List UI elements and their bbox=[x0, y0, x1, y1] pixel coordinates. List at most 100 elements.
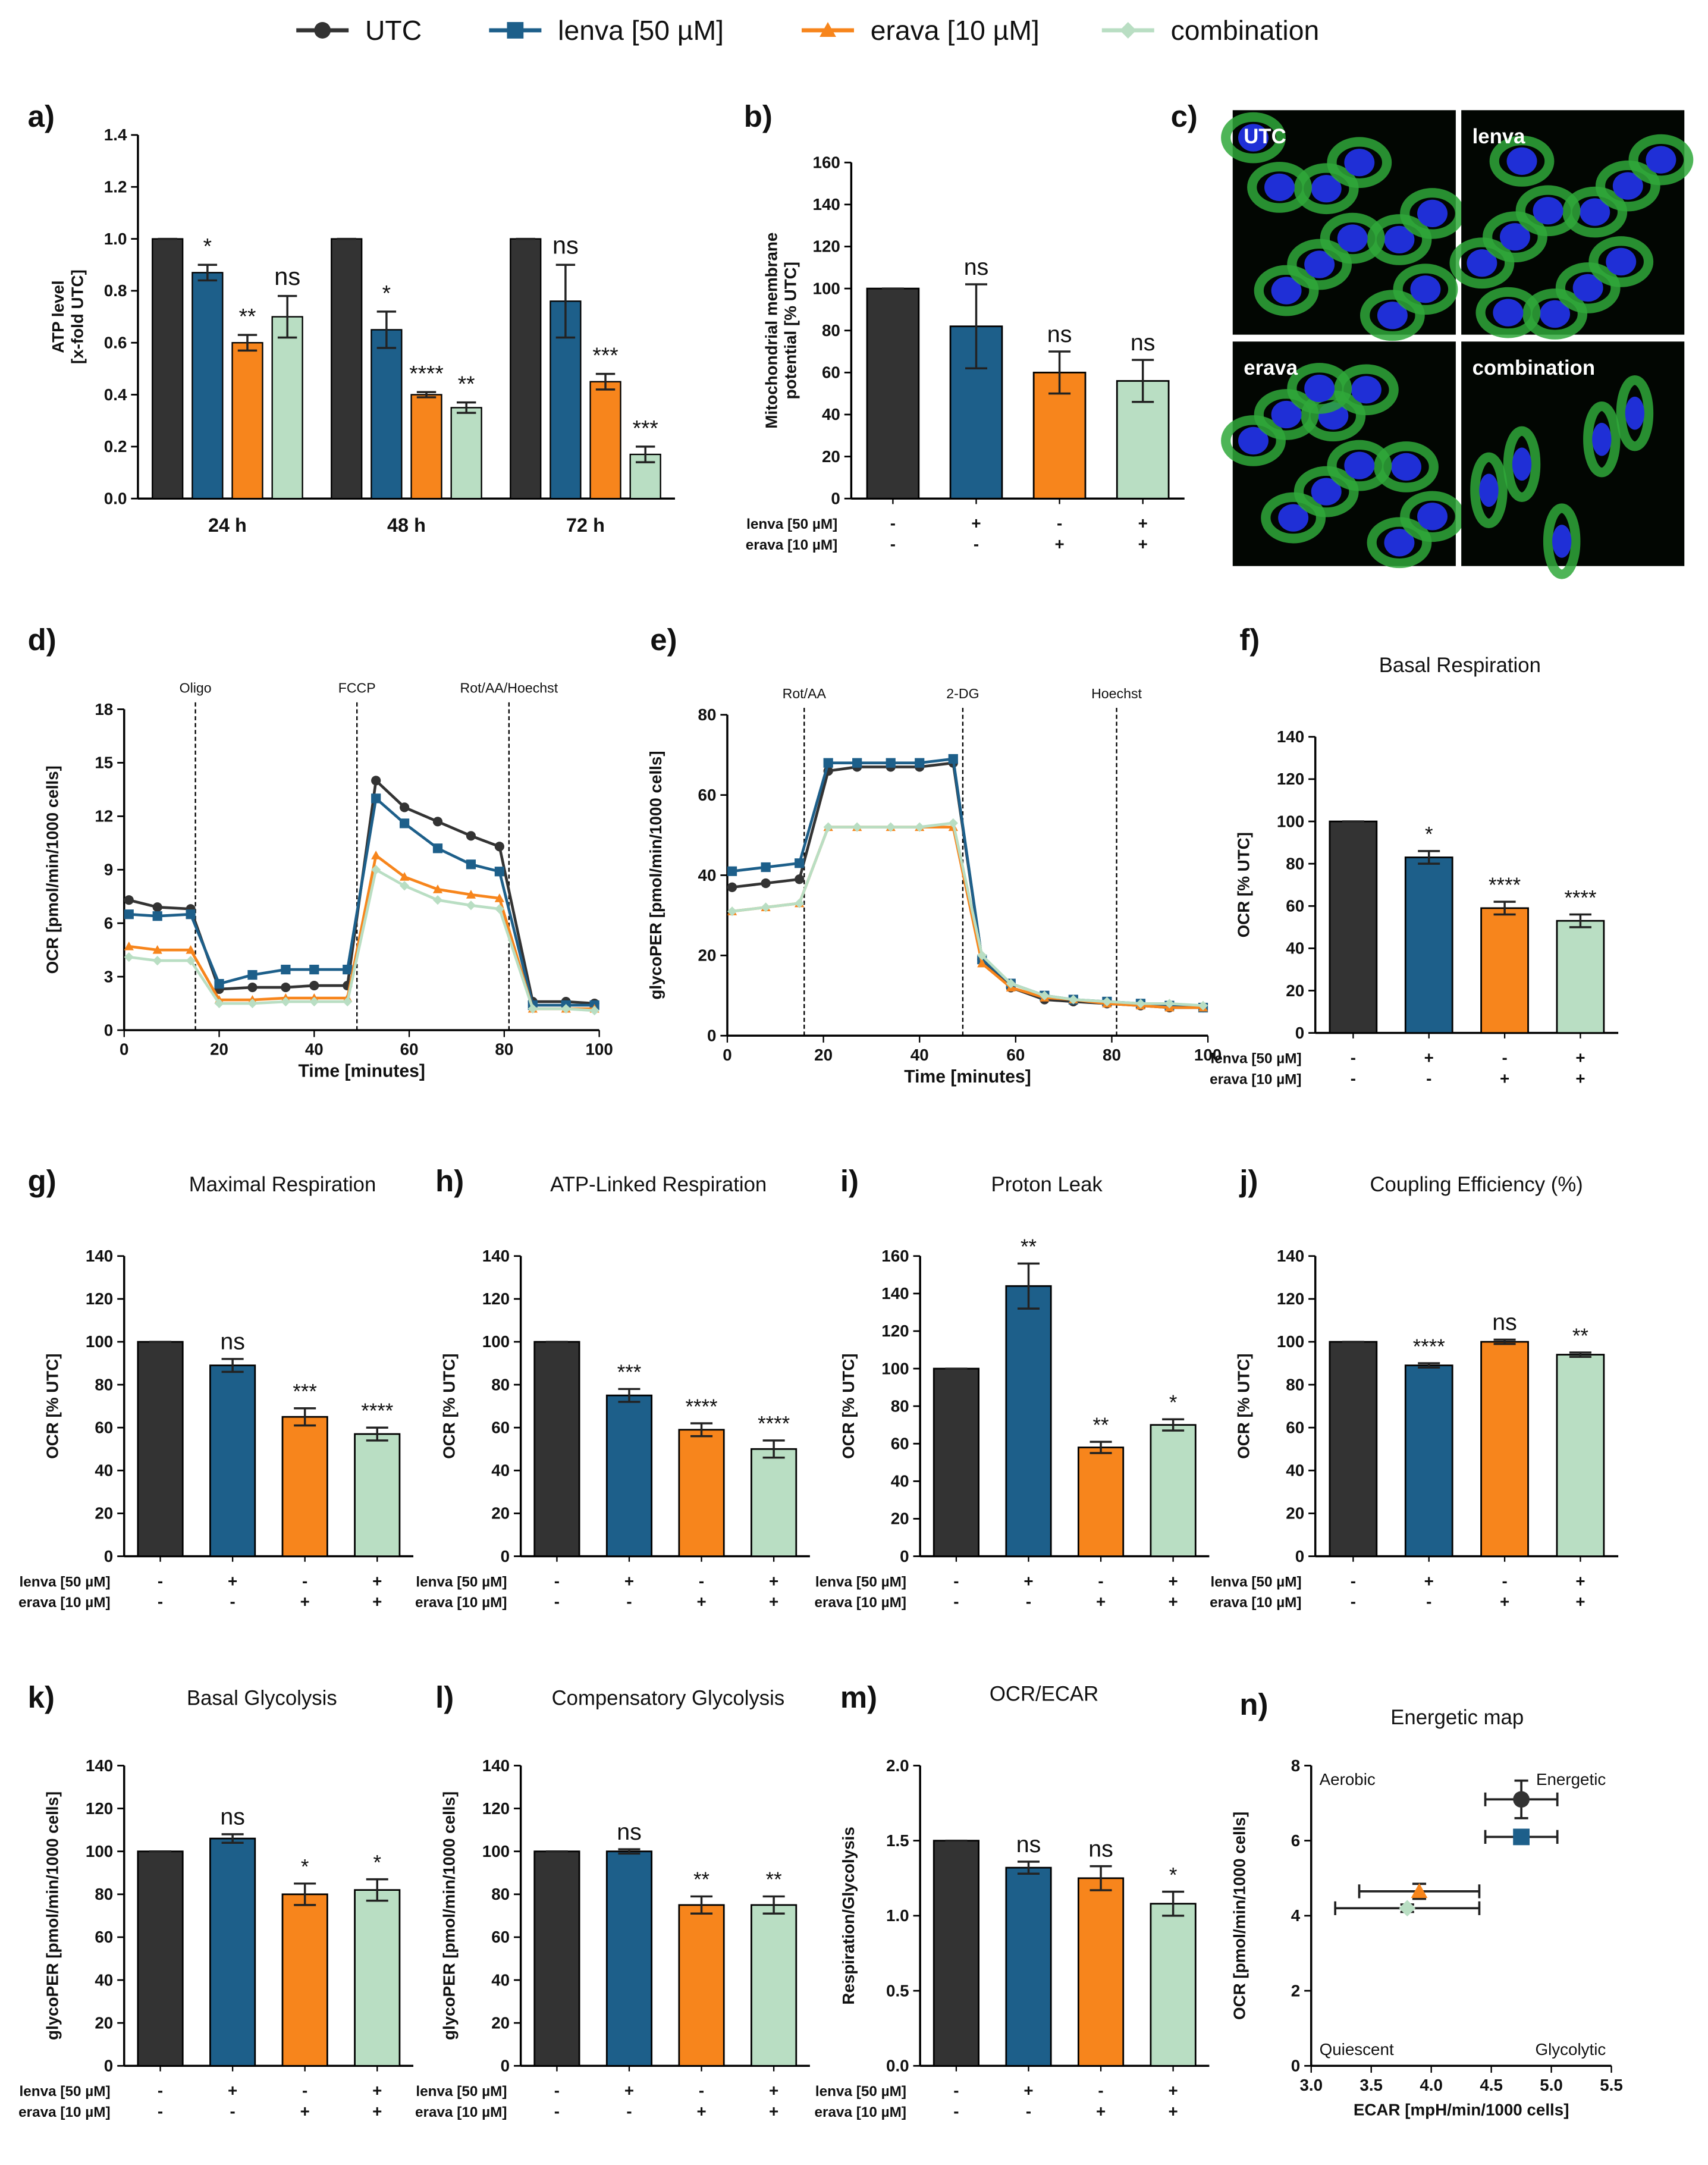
y-tick-label: 3 bbox=[104, 967, 113, 986]
marker bbox=[314, 22, 331, 39]
marker bbox=[1135, 999, 1146, 1009]
error-bar bbox=[294, 1407, 316, 1427]
treatment-label: lenva [50 µM] bbox=[815, 2084, 906, 2100]
bar bbox=[137, 1850, 184, 2067]
error-bar bbox=[690, 1422, 713, 1438]
bar bbox=[1329, 1341, 1378, 1557]
bar bbox=[533, 1850, 580, 2067]
bar bbox=[410, 394, 442, 500]
treatment-mark: - bbox=[1098, 2081, 1103, 2100]
y-tick-label: 140 bbox=[881, 1284, 909, 1303]
cell-mitochondria bbox=[1320, 212, 1385, 264]
significance-label: ns bbox=[1131, 330, 1156, 356]
x-tick-label: 20 bbox=[210, 1040, 228, 1059]
error-bar bbox=[555, 263, 576, 339]
treatment-mark: + bbox=[1500, 1069, 1509, 1087]
y-tick-label: 120 bbox=[813, 237, 840, 256]
cell-nucleus bbox=[1344, 451, 1375, 479]
cell-mitochondria bbox=[1555, 262, 1621, 313]
significance-label: * bbox=[1169, 1864, 1178, 1887]
treatment-label: erava [10 µM] bbox=[1210, 1071, 1301, 1087]
treatment-label: lenva [50 µM] bbox=[1210, 1574, 1301, 1590]
y-tick-label: 0 bbox=[104, 2057, 113, 2075]
y-tick-label: 40 bbox=[822, 405, 840, 423]
treatment-mark: - bbox=[1026, 1592, 1031, 1611]
y-tick-label: 0 bbox=[1291, 2057, 1300, 2075]
y-tick-label: 100 bbox=[482, 1332, 510, 1351]
y-tick-label: 80 bbox=[491, 1885, 510, 1903]
marker bbox=[124, 952, 134, 962]
y-tick-label: 0.2 bbox=[104, 437, 127, 456]
cell-nucleus bbox=[1344, 149, 1375, 177]
marker bbox=[432, 817, 443, 827]
cell-mitochondria bbox=[1221, 415, 1286, 466]
treatment-label: erava [10 µM] bbox=[746, 537, 837, 553]
bar bbox=[1150, 1424, 1197, 1557]
marker bbox=[727, 882, 737, 892]
y-tick-label: 40 bbox=[1286, 939, 1304, 958]
y-tick-label: 20 bbox=[822, 447, 840, 466]
y-tick-label: 20 bbox=[698, 946, 717, 965]
treatment-mark: + bbox=[1424, 1571, 1434, 1590]
marker bbox=[823, 822, 833, 832]
cell-nucleus bbox=[1384, 529, 1415, 557]
cell-nucleus bbox=[1467, 249, 1497, 277]
y-tick-label: 80 bbox=[698, 705, 717, 724]
bar bbox=[1404, 856, 1453, 1034]
cell-mitochondria bbox=[1374, 441, 1439, 492]
y-tick-label: 40 bbox=[891, 1472, 909, 1491]
y-tick-label: 140 bbox=[482, 1247, 510, 1265]
treatment-mark: + bbox=[1500, 1592, 1509, 1611]
treatment-mark: - bbox=[699, 1571, 704, 1590]
cell-mitochondria bbox=[1287, 363, 1352, 414]
y-tick-label: 6 bbox=[104, 914, 113, 932]
treatment-mark: - bbox=[953, 2102, 959, 2120]
panel-letter: f) bbox=[1239, 623, 1260, 657]
y-tick-label: 140 bbox=[1277, 1247, 1304, 1265]
marker bbox=[432, 843, 443, 854]
treatment-mark: + bbox=[300, 1592, 310, 1611]
error-bar bbox=[762, 1439, 785, 1459]
injection-label: 2-DG bbox=[946, 686, 979, 701]
bar bbox=[678, 1429, 725, 1557]
bar bbox=[933, 1367, 980, 1557]
y-tick-label: 0 bbox=[501, 1547, 510, 1565]
error-bar bbox=[416, 391, 437, 399]
marker bbox=[948, 818, 958, 828]
x-tick-label: 72 h bbox=[566, 514, 605, 536]
treatment-label: erava [10 µM] bbox=[815, 2104, 906, 2120]
treatment-label: lenva [50 µM] bbox=[1210, 1051, 1301, 1067]
error-bar bbox=[294, 1882, 316, 1906]
cell-mitochondria bbox=[1360, 290, 1425, 341]
treatment-label: lenva [50 µM] bbox=[416, 1574, 507, 1590]
y-tick-label: 4 bbox=[1291, 1906, 1301, 1925]
series-line bbox=[731, 821, 1204, 1008]
y-axis-label: OCR [% UTC] bbox=[43, 1353, 62, 1458]
chart-title: Basal Respiration bbox=[1379, 654, 1541, 677]
y-tick-label: 0.6 bbox=[104, 333, 127, 352]
cell-mitochondria bbox=[1562, 186, 1628, 238]
error-bar bbox=[1017, 1860, 1040, 1875]
marker bbox=[977, 958, 987, 968]
marker bbox=[977, 950, 987, 961]
bar bbox=[605, 1394, 653, 1557]
marker bbox=[309, 964, 319, 975]
x-tick-label: 5.5 bbox=[1600, 2076, 1623, 2094]
treatment-mark: + bbox=[1169, 2081, 1178, 2100]
x-axis-label: Time [minutes] bbox=[904, 1067, 1031, 1087]
panel-letter: m) bbox=[840, 1680, 877, 1714]
cell-nucleus bbox=[1479, 473, 1499, 507]
marker bbox=[152, 956, 162, 966]
marker bbox=[371, 865, 381, 875]
marker bbox=[795, 858, 805, 868]
y-tick-label: 80 bbox=[822, 321, 840, 340]
treatment-label: erava [10 µM] bbox=[415, 1595, 507, 1611]
y-tick-label: 60 bbox=[1286, 897, 1304, 915]
cell-mitochondria bbox=[1254, 389, 1319, 440]
bar bbox=[231, 342, 263, 500]
chart-title: ATP-Linked Respiration bbox=[550, 1174, 767, 1196]
cell-nucleus bbox=[1304, 374, 1335, 403]
treatment-mark: - bbox=[953, 1571, 959, 1590]
cell-nucleus bbox=[1377, 302, 1408, 330]
bar bbox=[1404, 1364, 1453, 1557]
